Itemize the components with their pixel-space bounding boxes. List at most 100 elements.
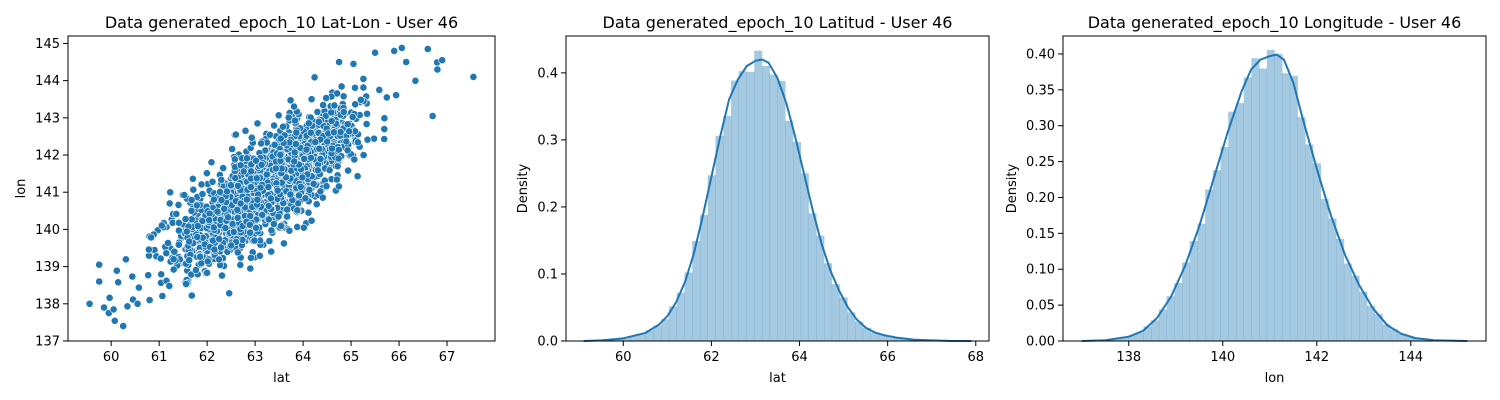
scatter-point — [322, 182, 331, 191]
chart-title: Data generated_epoch_10 Longitude - User… — [1088, 13, 1462, 33]
histogram-bar — [637, 334, 646, 341]
kde-line — [1081, 53, 1468, 342]
scatter-point — [169, 265, 178, 274]
scatter-point — [332, 175, 341, 184]
scatter-point — [305, 185, 314, 194]
scatter-point — [185, 256, 194, 265]
scatter-point — [236, 199, 245, 208]
scatter-point — [349, 60, 358, 68]
histogram-bar — [668, 306, 677, 341]
histogram-bar — [622, 337, 631, 341]
scatter-point — [264, 215, 273, 224]
scatter-point — [246, 212, 255, 220]
y-tick-label: 0.30 — [1026, 119, 1055, 134]
histogram-bar — [808, 213, 817, 341]
x-axis: 60 61 62 63 64 65 66 67 — [103, 341, 455, 365]
scatter-chart-lat-lon: Data generated_epoch_10 Lat-Lon - User 4… — [14, 13, 496, 386]
scatter-point — [217, 175, 226, 184]
x-tick-label: 65 — [343, 350, 360, 365]
scatter-point — [187, 196, 196, 204]
histogram-bar — [1413, 338, 1422, 341]
histogram-bar — [1243, 77, 1252, 341]
scatter-point — [144, 245, 153, 254]
x-tick-label: 62 — [199, 350, 216, 365]
scatter-point — [223, 187, 231, 196]
scatter-point — [197, 180, 206, 189]
scatter-point — [351, 83, 359, 92]
histogram-bar — [816, 235, 825, 341]
scatter-point — [359, 83, 368, 92]
scatter-point — [224, 213, 232, 222]
x-tick-label: 144 — [1398, 350, 1423, 365]
scatter-point — [250, 236, 259, 245]
x-tick-label: 64 — [791, 350, 808, 365]
scatter-point — [242, 195, 251, 204]
histogram-bar — [653, 325, 662, 341]
scatter-point — [246, 183, 255, 191]
y-tick-label: 0.35 — [1026, 83, 1055, 98]
scatter-point — [172, 209, 181, 218]
scatter-point — [182, 227, 191, 236]
scatter-point — [310, 73, 319, 82]
histogram-bar — [630, 335, 639, 341]
x-tick-label: 68 — [968, 350, 985, 365]
histogram-bar — [692, 240, 701, 341]
y-tick-label: 143 — [35, 111, 60, 126]
x-axis-label: lon — [1265, 371, 1285, 386]
histogram-bar — [1259, 68, 1268, 341]
scatter-point — [469, 73, 478, 81]
scatter-point — [284, 113, 293, 122]
histogram-bar — [1405, 336, 1414, 341]
histogram-bar — [1220, 146, 1229, 341]
histogram-bar — [1343, 263, 1352, 341]
scatter-point — [219, 164, 228, 172]
scatter-point — [218, 271, 226, 280]
histogram-bar — [886, 336, 895, 341]
histogram-bar — [730, 80, 740, 342]
y-axis-label: Density — [1005, 163, 1020, 213]
histogram-bar — [1174, 283, 1183, 341]
scatter-point — [269, 220, 278, 228]
histogram-bar — [1228, 111, 1237, 341]
scatter-point — [147, 233, 155, 242]
histogram-bar — [723, 115, 732, 341]
scatter-point — [187, 206, 196, 215]
scatter-point — [309, 179, 318, 188]
histogram-bar — [793, 142, 802, 341]
y-axis: 137 138 139 140 141 142 143 144 145 — [35, 37, 68, 350]
histogram-bar — [614, 338, 623, 341]
x-tick-label: 66 — [879, 350, 896, 365]
y-tick-label: 0.1 — [537, 267, 558, 282]
scatter-point — [307, 216, 316, 225]
scatter-point — [122, 255, 130, 264]
scatter-point — [144, 271, 153, 280]
scatter-point — [363, 135, 372, 144]
histogram-bar — [1212, 170, 1221, 341]
scatter-point — [253, 195, 262, 204]
scatter-point — [266, 194, 275, 203]
scatter-point — [213, 207, 222, 216]
scatter-point — [225, 289, 234, 298]
histogram-bar — [699, 215, 709, 341]
scatter-point — [193, 233, 202, 241]
scatter-point — [258, 210, 267, 219]
scatter-point — [203, 268, 211, 277]
scatter-point — [290, 148, 299, 157]
scatter-point — [299, 223, 308, 232]
scatter-point — [279, 122, 287, 131]
histogram-bar — [1382, 324, 1391, 341]
scatter-point — [164, 239, 172, 247]
scatter-point — [390, 47, 399, 55]
scatter-point — [316, 154, 325, 163]
scatter-point — [174, 218, 183, 227]
histogram-bar — [754, 50, 763, 342]
scatter-point — [304, 119, 313, 128]
x-tick-label: 67 — [439, 350, 456, 365]
scatter-point — [231, 174, 240, 182]
y-tick-label: 0.05 — [1026, 299, 1055, 314]
scatter-point — [207, 158, 216, 167]
y-tick-label: 140 — [35, 223, 60, 238]
histogram-bar — [1336, 238, 1345, 341]
scatter-point — [182, 280, 190, 288]
y-tick-label: 142 — [35, 149, 60, 164]
